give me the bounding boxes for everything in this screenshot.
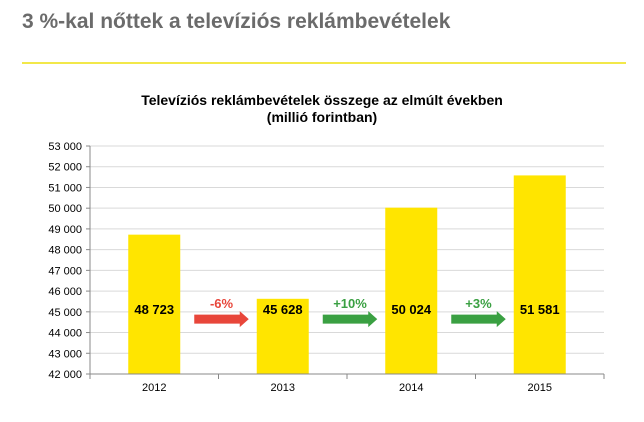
change-arrow-2012-2013 xyxy=(194,311,249,328)
y-tick-label: 43 000 xyxy=(48,348,82,360)
change-arrow-2013-2014 xyxy=(322,311,378,328)
x-tick-label-2012: 2012 xyxy=(142,382,166,394)
change-arrows: -6% +10% +3% xyxy=(194,296,506,328)
y-tick-label: 53 000 xyxy=(48,141,82,153)
change-label-2012-2013: -6% xyxy=(210,296,234,311)
value-label-2014: 50 024 xyxy=(391,302,432,317)
change-label-2014-2015: +3% xyxy=(465,296,492,311)
bar-2013 xyxy=(256,298,309,374)
value-label-2012: 48 723 xyxy=(134,302,174,317)
x-tick-label-2013: 2013 xyxy=(271,382,295,394)
y-tick-label: 45 000 xyxy=(48,307,82,319)
x-tick-label-2014: 2014 xyxy=(399,382,423,394)
bar-2014 xyxy=(385,207,438,374)
chart-title: Televíziós reklámbevételek összege az el… xyxy=(141,92,503,108)
y-axis: 42 000 43 000 44 000 45 000 46 000 47 000 48 0… xyxy=(48,141,91,381)
value-label-2013: 45 628 xyxy=(263,302,303,317)
y-tick-label: 51 000 xyxy=(48,182,82,194)
y-tick-label: 42 000 xyxy=(48,369,82,381)
chart-subtitle: (millió forintban) xyxy=(266,109,378,125)
value-label-2015: 51 581 xyxy=(520,302,560,317)
slide-title: 3 %-kal nőttek a televíziós reklámbevéte… xyxy=(22,10,451,33)
x-tick-label-2015: 2015 xyxy=(528,382,552,394)
x-axis: 2012 2013 2014 2015 xyxy=(89,373,605,394)
change-label-2013-2014: +10% xyxy=(333,296,367,311)
bars xyxy=(128,175,566,374)
y-tick-label: 49 000 xyxy=(48,224,82,236)
value-labels: 48 723 45 628 50 024 51 581 xyxy=(134,302,559,317)
y-tick-label: 47 000 xyxy=(48,265,82,277)
y-tick-label: 52 000 xyxy=(48,162,82,174)
y-tick-label: 44 000 xyxy=(48,328,82,340)
y-tick-label: 50 000 xyxy=(48,203,82,215)
y-tick-label: 46 000 xyxy=(48,286,82,298)
y-tick-label: 48 000 xyxy=(48,245,82,257)
title-divider xyxy=(22,62,626,64)
bar-2015 xyxy=(513,175,566,374)
change-arrow-2014-2015 xyxy=(451,311,506,328)
bar-2012 xyxy=(128,234,181,374)
